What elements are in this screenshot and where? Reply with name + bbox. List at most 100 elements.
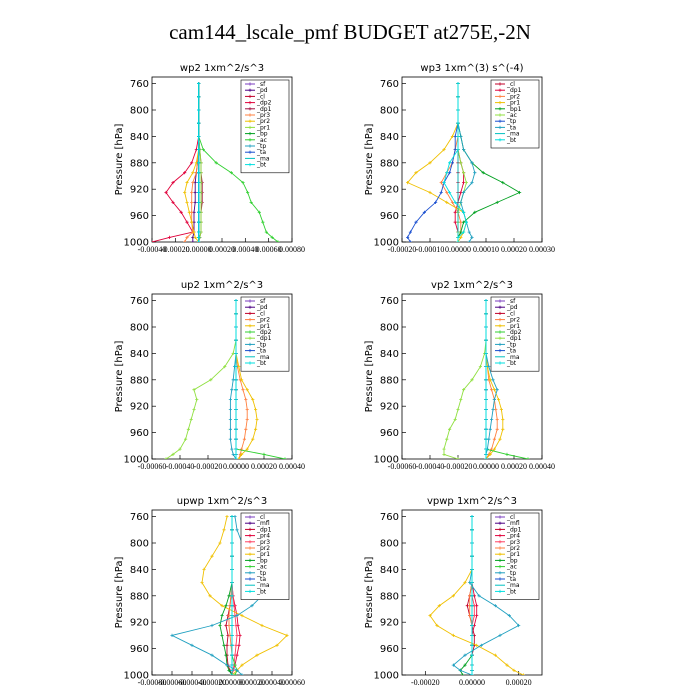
data-point: [260, 623, 264, 628]
data-point: [230, 614, 234, 618]
data-point: [197, 108, 201, 112]
legend-label: _pr3: [256, 539, 270, 546]
data-point: [152, 240, 154, 242]
legend-marker: [248, 144, 252, 148]
legend-label: _tp: [506, 341, 516, 348]
legend-marker: [248, 311, 252, 315]
data-point: [470, 161, 474, 165]
legend-marker: [248, 119, 252, 123]
legend-label: _mfl: [256, 520, 270, 527]
legend-label: _mfl: [506, 520, 520, 527]
series-group: [406, 82, 522, 242]
legend-label: _dp1: [256, 335, 272, 342]
legend-marker: [498, 311, 502, 315]
legend-label: _dp1: [506, 335, 522, 342]
data-point: [470, 653, 474, 657]
data-point: [261, 220, 265, 224]
data-point: [230, 567, 234, 571]
data-point: [495, 427, 499, 431]
data-point: [210, 623, 214, 628]
data-point: [218, 541, 222, 545]
y-axis-label: Pressure [hPa]: [364, 341, 375, 413]
legend-label: _pr2: [506, 545, 520, 552]
data-point: [451, 633, 455, 637]
y-tick-label: 1000: [124, 238, 149, 249]
data-point: [453, 220, 457, 224]
data-point: [493, 604, 497, 608]
data-point: [437, 604, 441, 608]
legend-label: _ta: [256, 348, 266, 355]
data-point: [197, 190, 201, 195]
x-tick-label: -0.00010: [416, 245, 445, 254]
x-tick-label: -0.00020: [411, 678, 440, 687]
data-point: [228, 398, 232, 402]
legend-label: _pr3: [256, 112, 270, 119]
y-tick-label: 960: [380, 211, 399, 222]
y-tick-label: 920: [380, 618, 399, 629]
data-point: [406, 235, 410, 239]
legend-label: _bp: [506, 557, 518, 564]
chart-upwp: upwp 1xm^2/s^3 Pressure [hPa] 760 800 840 880…: [114, 496, 305, 687]
legend-marker: [498, 540, 502, 544]
legend-marker: [498, 336, 502, 340]
data-point: [495, 388, 499, 392]
data-point: [262, 452, 266, 456]
data-point: [501, 427, 505, 431]
x-tick-label: 0.00020: [501, 462, 527, 471]
legend-label: _ac: [506, 112, 517, 119]
data-point: [453, 200, 457, 204]
legend-label: _pd: [256, 87, 268, 94]
panel-title: up2 1xm^2/s^3: [181, 280, 263, 291]
data-point: [484, 447, 488, 451]
data-point: [428, 161, 432, 165]
data-point: [210, 653, 214, 657]
data-point: [235, 668, 239, 672]
data-point: [167, 235, 172, 239]
x-tick-label: 0.00060: [256, 245, 282, 254]
data-point: [245, 417, 249, 421]
data-point: [240, 378, 244, 382]
legend-marker: [248, 361, 252, 365]
data-point: [228, 437, 232, 441]
data-point: [521, 673, 525, 675]
data-point: [448, 171, 452, 175]
data-point: [230, 668, 234, 672]
data-point: [479, 643, 483, 647]
data-point: [246, 190, 250, 195]
series-group: [152, 82, 280, 242]
data-point: [428, 614, 432, 618]
data-point: [497, 398, 501, 402]
data-point: [195, 398, 199, 402]
legend-marker: [248, 132, 252, 136]
data-point: [462, 230, 466, 234]
legend-label: _pr2: [506, 317, 520, 324]
legend-marker: [498, 107, 502, 111]
data-point: [197, 82, 201, 86]
data-point: [484, 388, 488, 392]
data-point: [193, 200, 197, 204]
chart-wp3: wp3 1xm^(3) s^(-4) Pressure [hPa] 760 800 84…: [364, 63, 555, 254]
data-point: [408, 230, 412, 234]
data-point: [251, 398, 255, 402]
x-tick-label: -0.00060: [158, 678, 187, 687]
data-point: [473, 171, 477, 175]
data-point: [186, 427, 190, 431]
legend-marker: [248, 349, 252, 353]
legend-label: _pr2: [256, 545, 270, 552]
y-tick-label: 760: [380, 512, 399, 523]
data-point: [190, 190, 194, 195]
panel-title: vpwp 1xm^2/s^3: [427, 496, 517, 507]
data-point: [470, 581, 474, 585]
data-point: [484, 378, 488, 382]
data-point: [501, 417, 505, 421]
y-tick-label: 840: [380, 132, 399, 143]
data-point: [237, 643, 241, 647]
data-point: [484, 452, 488, 456]
legend-marker: [248, 138, 252, 142]
data-point: [470, 594, 474, 598]
data-point: [470, 668, 474, 672]
legend: _cl_mfl_dp1_pr4_pr3_pr2_pr1_bp_ac_tp_ta_…: [490, 512, 540, 600]
legend-label: _pd: [506, 304, 518, 311]
data-point: [505, 452, 509, 456]
data-point: [462, 388, 466, 392]
